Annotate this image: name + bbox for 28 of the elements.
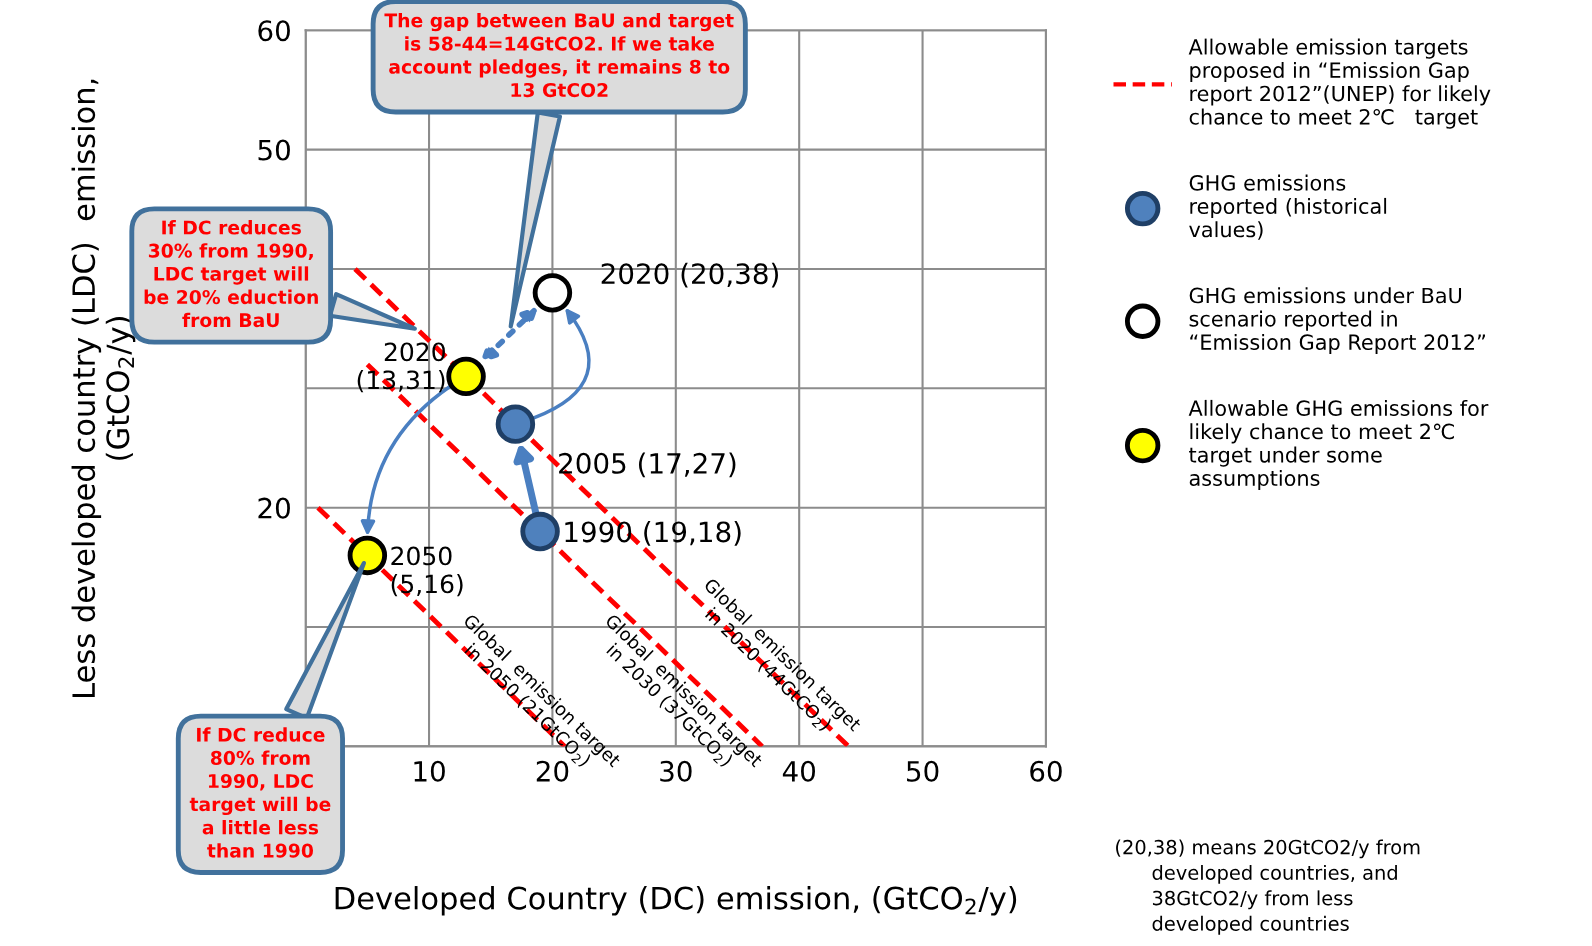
legend-label: GHG emissions under BaU scenario reported in “Emission Gap Report 2012”	[1189, 287, 1485, 355]
x-tick-label: 50	[907, 760, 939, 782]
annotation: 2020 (20,38)	[601, 262, 778, 288]
annotation: 1990 (19,18)	[565, 520, 741, 546]
annotation: If DC reduces 30% from 1990, LDC target will be 20% eduction from BaU	[144, 220, 318, 328]
x-tick-label: 40	[782, 760, 816, 782]
point	[495, 404, 536, 444]
y-tick-label: 20	[258, 497, 290, 519]
x-axis-title: Developed Country (DC) emission, (GtCO$_{2}$/y)	[335, 886, 1017, 916]
point	[446, 356, 486, 397]
y-axis-title: Less developed country (LDC) emission, (GtCO$_{2}$/y)	[71, 79, 136, 697]
x-tick-label: 60	[1030, 760, 1062, 782]
x-tick-label: 10	[414, 760, 445, 782]
point	[520, 511, 560, 552]
annotation: 2050 (5,16)	[391, 546, 463, 597]
legend-label: Allowable emission targets proposed in “Emission Gap report 2012”(UNEP) for likely chance to meet 2℃ target	[1188, 38, 1491, 129]
legend-label: GHG emissions reported (historical values)	[1189, 174, 1387, 240]
y-tick-label: 50	[258, 139, 290, 161]
legend-label: Allowable GHG emissions for likely chance to meet 2℃ target under some assumptions	[1188, 399, 1489, 491]
point	[532, 273, 573, 313]
annotation: The gap between BaU and target is 58-44=14GtCO2. If we take account pledges, it remains 8 to 13 GtCO2	[384, 12, 734, 98]
x-tick-label: 30	[660, 760, 692, 782]
annotation: If DC reduce 80% from 1990, LDC target will be a little less than 1990	[189, 727, 331, 858]
text: (20,38) means 20GtCO2/y from developed countries, and 38GtCO2/y from less developed countries	[1116, 839, 1420, 935]
point	[347, 535, 388, 576]
x-tick-label: 20	[536, 760, 569, 782]
annotation: 2005 (17,27)	[559, 452, 736, 478]
y-tick-label: 60	[258, 20, 290, 42]
